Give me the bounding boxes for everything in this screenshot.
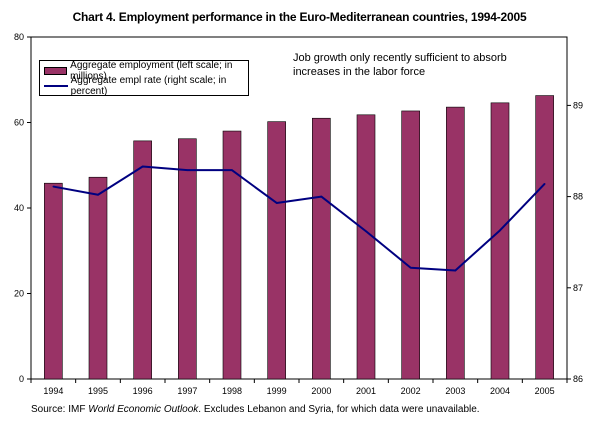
source-italic: World Economic Outlook: [88, 404, 199, 415]
bar-employment: [446, 106, 465, 380]
right-axis-tick-label: 87: [573, 283, 583, 293]
line-point-empl-rate: [186, 169, 189, 171]
bar-employment: [312, 117, 331, 380]
bar-employment: [490, 102, 510, 380]
left-axis-tick-label: 60: [14, 118, 24, 128]
left-axis-tick-label: 0: [19, 374, 24, 384]
source-suffix: . Excludes Lebanon and Syria, for which …: [198, 404, 480, 415]
right-axis-tick-label: 88: [573, 192, 583, 202]
bar-employment: [133, 140, 152, 380]
bar-employment: [401, 110, 420, 380]
bar-employment: [222, 130, 242, 380]
line-point-empl-rate: [409, 266, 412, 269]
bar-employment: [178, 138, 197, 380]
bar-employment: [535, 95, 554, 380]
line-empl-rate: [53, 165, 546, 272]
legend-item-employment: Aggregate employment (left scale; in mil…: [44, 60, 248, 82]
x-axis-tick-label: 1998: [222, 386, 242, 396]
left-axis-tick-label: 80: [14, 32, 24, 42]
line-point-empl-rate: [454, 269, 457, 272]
x-axis-tick-label: 2002: [401, 386, 421, 396]
source-note: Source: IMF World Economic Outlook. Excl…: [31, 404, 480, 415]
right-axis-tick-label: 89: [573, 100, 583, 110]
annotation-line-2: increases in the labor force: [293, 66, 426, 78]
line-point-empl-rate: [543, 183, 546, 185]
legend: Aggregate employment (left scale; in mil…: [39, 60, 249, 97]
left-axis-tick-label: 40: [14, 203, 24, 213]
x-axis-tick-label: 1995: [88, 386, 108, 396]
annotation: Job growth only recently sufficient to a…: [293, 51, 523, 79]
line-point-empl-rate: [499, 229, 501, 232]
legend-item-empl-rate: Aggregate empl rate (right scale; in per…: [44, 75, 248, 97]
x-axis-tick-label: 1999: [267, 386, 287, 396]
right-axis-tick-label: 86: [573, 374, 583, 384]
legend-label-empl-rate: Aggregate empl rate (right scale; in per…: [70, 75, 227, 97]
line-point-empl-rate: [365, 230, 367, 233]
line-point-empl-rate: [275, 202, 278, 204]
bar-employment: [88, 176, 108, 380]
source-prefix: Source: IMF: [31, 404, 89, 415]
bar-employment: [356, 114, 376, 380]
line-point-empl-rate: [97, 193, 99, 196]
left-axis-tick-label: 20: [14, 289, 24, 299]
x-axis-tick-label: 2005: [535, 386, 555, 396]
x-axis-tick-label: 2000: [311, 386, 331, 396]
x-axis-tick-label: 2003: [445, 386, 465, 396]
legend-swatch-bar: [44, 67, 68, 75]
legend-swatch-line: [44, 85, 68, 87]
line-point-empl-rate: [320, 195, 323, 198]
x-axis-tick-label: 1996: [133, 386, 153, 396]
line-point-empl-rate: [52, 185, 55, 188]
x-axis-tick-label: 1997: [177, 386, 197, 396]
legend-label-employment: Aggregate employment (left scale; in mil…: [70, 60, 233, 82]
chart-title: Chart 4. Employment performance in the E…: [72, 10, 527, 24]
x-axis-tick-label: 1994: [43, 386, 63, 396]
bar-employment: [267, 121, 286, 380]
x-axis-tick-label: 2001: [356, 386, 376, 396]
x-axis-tick-label: 2004: [490, 386, 510, 396]
bar-employment: [44, 182, 63, 380]
line-point-empl-rate: [141, 165, 144, 168]
line-point-empl-rate: [231, 169, 233, 171]
annotation-line-1: Job growth only recently sufficient to a…: [293, 52, 507, 64]
